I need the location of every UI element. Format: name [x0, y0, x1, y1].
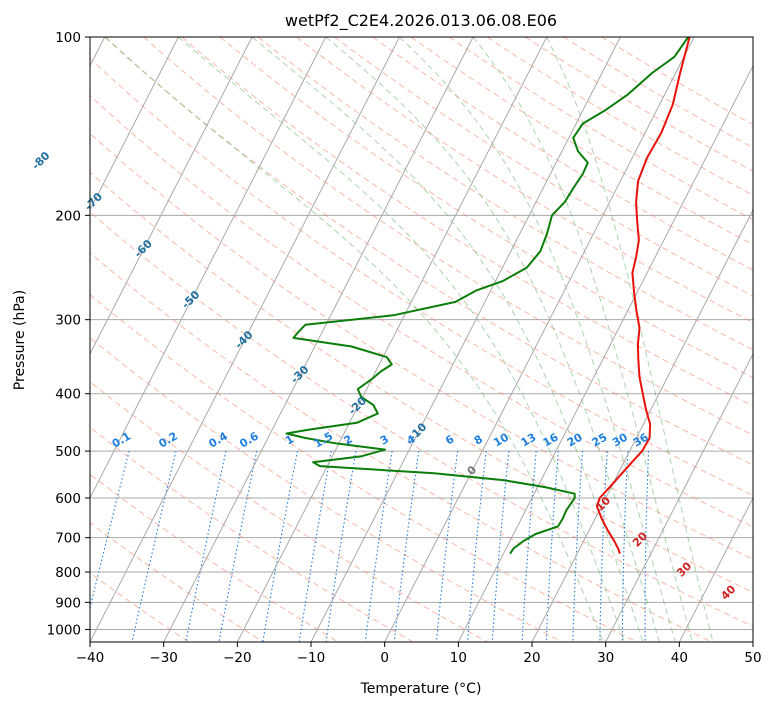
isotherm-line — [384, 37, 695, 642]
y-axis: 100 200 300 400 500 600 700 800 900 1000 — [47, 30, 90, 638]
x-tick-label: 40 — [671, 650, 688, 666]
x-tick-label: −40 — [76, 650, 105, 666]
moist-adiabat-line — [178, 37, 625, 642]
mixing-ratio-line — [466, 451, 487, 642]
isotherm-line — [236, 37, 548, 642]
isotherm-line — [90, 37, 179, 211]
dry-adiabat-line — [90, 252, 712, 642]
x-tick-label: 30 — [597, 650, 614, 666]
y-axis-label: Pressure (hPa) — [12, 290, 28, 390]
dry-adiabat-line — [143, 37, 753, 436]
mixing-ratio-line — [393, 451, 420, 642]
moist-adiabat-line — [251, 37, 644, 642]
temperature-line — [595, 37, 691, 555]
dry-adiabat-line — [219, 37, 753, 379]
background-lines — [90, 37, 753, 642]
y-tick-label: 600 — [55, 491, 81, 507]
chart-title: wetPf2_C2E4.2026.013.06.08.E06 — [285, 11, 557, 31]
dry-adiabat-line — [486, 37, 753, 196]
x-axis-label: Temperature (°C) — [360, 681, 482, 697]
x-tick-label: 0 — [380, 650, 389, 666]
x-axis: −40 −30 −20 −10 0 10 20 30 40 50 — [76, 642, 762, 666]
mixing-ratio-line — [262, 450, 298, 642]
y-tick-label: 300 — [55, 313, 81, 329]
dry-adiabat-line — [181, 37, 753, 407]
x-tick-label: 10 — [450, 650, 467, 666]
isotherm-line — [90, 37, 253, 356]
isotherm-line — [90, 37, 400, 642]
isotherm-line — [457, 64, 753, 642]
dry-adiabat-line — [90, 522, 264, 642]
x-tick-label: −30 — [149, 650, 178, 666]
dry-adiabat-line — [257, 37, 753, 351]
x-tick-label: 20 — [523, 650, 540, 666]
isotherm-line — [163, 37, 474, 642]
dry-adiabat-line — [90, 426, 414, 642]
plot-frame — [89, 36, 754, 643]
y-tick-label: 200 — [55, 208, 81, 224]
isotherm-line — [752, 640, 753, 642]
x-tick-label: −10 — [297, 650, 326, 666]
isotherm-line — [531, 208, 753, 642]
mixing-ratio-line — [131, 450, 177, 642]
dry-adiabat-line — [90, 473, 339, 642]
isotherm-line — [605, 352, 753, 642]
y-tick-label: 1000 — [47, 622, 81, 638]
isotherm-label: -80 — [29, 149, 52, 172]
mixing-ratio-line — [325, 451, 357, 642]
mixing-ratio-line — [298, 451, 332, 642]
mixing-ratio-line — [364, 451, 393, 642]
dry-adiabat-line — [410, 37, 753, 246]
moist-adiabat-line — [546, 37, 714, 642]
isotherm-line — [310, 37, 621, 642]
dewpoint-line — [285, 37, 690, 555]
y-tick-label: 800 — [55, 565, 81, 581]
y-tick-label: 100 — [55, 30, 81, 46]
moist-adiabat-line — [399, 37, 676, 642]
x-tick-label: −20 — [223, 650, 252, 666]
mixing-ratio-line — [218, 450, 258, 642]
y-tick-label: 700 — [55, 531, 81, 547]
plot-area: -100-90-80-70-60-50-40-30-20-1000.10.20.… — [29, 36, 754, 643]
mixing-ratio-line — [185, 450, 227, 642]
dry-adiabat-line — [90, 337, 563, 642]
dry-adiabat-line — [90, 132, 753, 560]
dry-adiabat-line — [525, 37, 753, 172]
dry-adiabat-line — [90, 381, 488, 642]
data-lines — [285, 37, 691, 555]
mixing-ratio-line — [435, 451, 459, 642]
y-tick-label: 500 — [55, 444, 81, 460]
mixing-ratio-line — [90, 450, 130, 611]
dry-adiabat-line — [105, 37, 753, 466]
dry-adiabat-line — [296, 37, 753, 324]
isotherm-line — [678, 496, 753, 642]
dry-adiabat-line — [90, 211, 753, 627]
y-tick-label: 400 — [55, 387, 81, 403]
x-tick-label: 50 — [744, 650, 761, 666]
isotherm-line — [90, 37, 327, 500]
dry-adiabat-line — [90, 294, 638, 642]
moist-adiabat-line — [472, 37, 693, 642]
y-tick-label: 900 — [55, 595, 81, 611]
moist-adiabat-line — [104, 37, 604, 642]
